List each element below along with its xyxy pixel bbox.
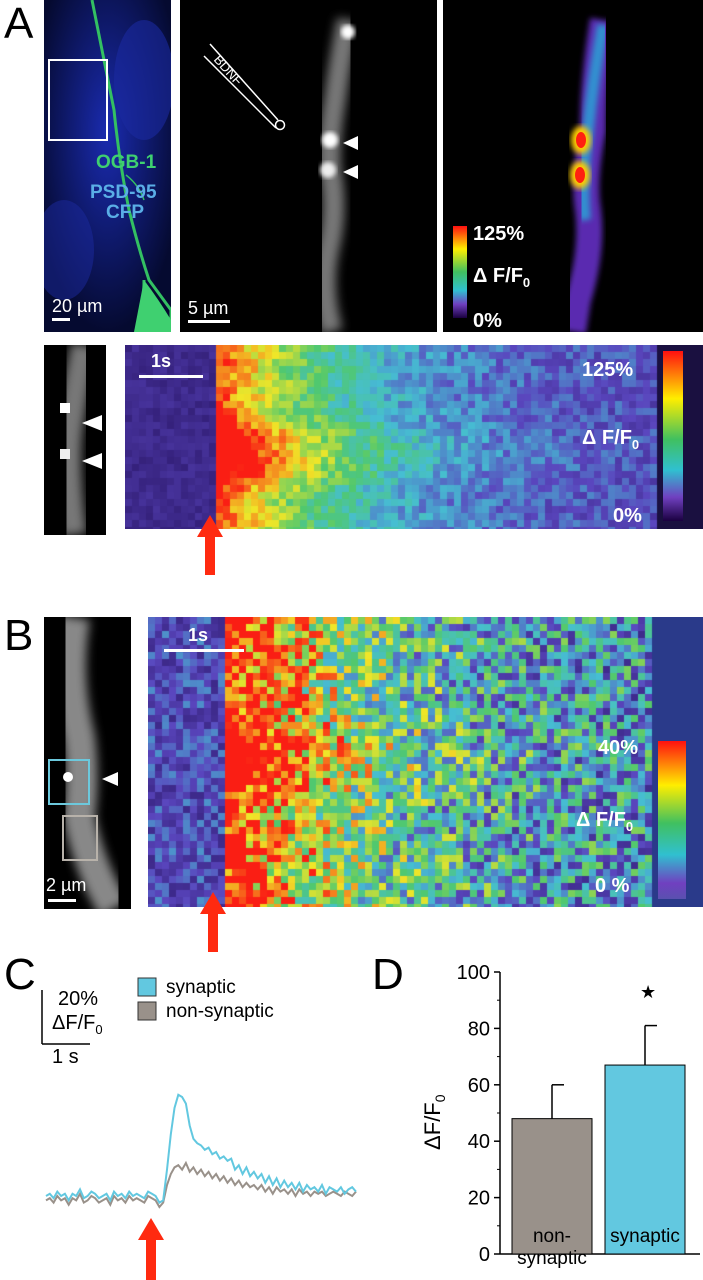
ratio-colorbar bbox=[453, 226, 467, 318]
zoom-dendrite-drawing bbox=[203, 17, 359, 332]
nonsynaptic-roi-box bbox=[62, 815, 98, 861]
stimulus-arrow-a bbox=[197, 515, 223, 575]
trace-non-synaptic bbox=[45, 1160, 357, 1209]
legend-swatch-0 bbox=[137, 977, 157, 997]
label-psd95: PSD-95 bbox=[90, 182, 157, 203]
trace-scale-y-unit: ΔF/F0 bbox=[52, 1012, 103, 1037]
trace-chart: synaptic non-synaptic bbox=[41, 977, 357, 1209]
bar-chart-axis: 0 20 40 60 80 100 bbox=[457, 962, 700, 1266]
kymo-b-cbar-max: 40% bbox=[598, 737, 639, 759]
trace-scale-y-label: 20% bbox=[58, 988, 99, 1010]
kymo-a-time-label: 1s bbox=[151, 351, 172, 371]
kymograph-b-canvas bbox=[148, 617, 703, 907]
legend-label-0: synaptic bbox=[166, 977, 236, 998]
significance-star: ★ bbox=[640, 982, 657, 1002]
scale-label-5um: 5 µm bbox=[188, 298, 229, 318]
trace-synaptic bbox=[45, 1093, 357, 1204]
scale-label-2um: 2 µm bbox=[46, 875, 87, 895]
bar-chart-bars bbox=[511, 1024, 686, 1255]
kymo-a-cbar-mid-sub: 0 bbox=[631, 437, 640, 452]
category-label-0: non- synaptic bbox=[517, 1226, 587, 1269]
kymo-a-cbar-mid-text: Δ F/F bbox=[582, 427, 632, 449]
y-tick-label: 60 bbox=[468, 1075, 490, 1097]
kymograph-a: 1s 125% Δ F/F0 0% bbox=[125, 345, 703, 529]
ratio-dendrite-drawing bbox=[453, 17, 616, 332]
kymograph-b: 1s 40% Δ F/F0 0 % bbox=[148, 617, 703, 907]
kymo-b-cbar-mid-sub: 0 bbox=[625, 819, 634, 834]
scalebar-2um bbox=[48, 899, 76, 902]
bar-chart-ylabel-text: ΔF/F bbox=[419, 1102, 445, 1150]
kymo-a-cbar-mid: Δ F/F0 bbox=[582, 427, 639, 452]
bar-chart: 0 20 40 60 80 100 bbox=[457, 962, 700, 1266]
y-tick-label: 40 bbox=[468, 1131, 490, 1153]
kymo-b-cbar-min: 0 % bbox=[595, 875, 630, 897]
kymo-b-cbar-mid-text: Δ F/F bbox=[576, 809, 626, 831]
overview-neuron-drawing bbox=[44, 0, 171, 332]
legend-label-1: non-synaptic bbox=[166, 1001, 274, 1022]
bdnf-pipette-icon bbox=[203, 43, 286, 131]
panel-letter-a: A bbox=[4, 0, 34, 48]
dendrite-strip-a-drawing bbox=[55, 345, 102, 535]
ratio-cbar-max: 125% bbox=[473, 223, 525, 245]
kymo-a-cbar-max: 125% bbox=[582, 359, 634, 381]
label-ogb1: OGB-1 bbox=[96, 152, 157, 173]
kymo-b-time-label: 1s bbox=[188, 625, 209, 645]
category-label-1: synaptic bbox=[610, 1226, 680, 1247]
y-tick-label: 20 bbox=[468, 1188, 490, 1210]
trace-scale-x-label: 1 s bbox=[52, 1046, 79, 1068]
bar-chart-ylabel-sub: 0 bbox=[432, 1094, 449, 1103]
ratio-cbar-mid: Δ F/F0 bbox=[473, 265, 530, 290]
scalebar-5um bbox=[188, 320, 230, 323]
kymo-a-cbar-min: 0% bbox=[613, 505, 642, 527]
bar-0 bbox=[511, 1118, 593, 1255]
ratio-cbar-min: 0% bbox=[473, 310, 502, 332]
stimulus-arrow-c bbox=[138, 1218, 164, 1280]
stimulus-arrow-b bbox=[200, 892, 226, 952]
scalebar-20um bbox=[52, 318, 70, 321]
zoom-image: BDNF 5 µm bbox=[180, 0, 437, 332]
trace-scalebar bbox=[41, 990, 90, 1045]
trace-legend: synaptic non-synaptic bbox=[137, 977, 274, 1022]
kymo-a-colorbar bbox=[663, 351, 683, 521]
bar-1 bbox=[604, 1064, 686, 1255]
trace-scale-y-unit-text: ΔF/F bbox=[52, 1012, 96, 1034]
synaptic-roi-box bbox=[48, 759, 90, 805]
zoom-region-box bbox=[48, 59, 108, 141]
kymo-b-colorbar bbox=[658, 741, 686, 899]
legend-swatch-1 bbox=[137, 1001, 157, 1021]
label-cfp: CFP bbox=[106, 202, 144, 223]
dendrite-b-drawing bbox=[54, 617, 128, 909]
kymo-b-cbar-mid: Δ F/F0 bbox=[576, 809, 633, 834]
panel-letter-d: D bbox=[372, 950, 404, 999]
trace-scale-y-unit-sub: 0 bbox=[95, 1022, 103, 1037]
kymo-b-timebar bbox=[164, 649, 244, 652]
trace-lines bbox=[45, 1093, 357, 1209]
bar-chart-ylabel: ΔF/F0 bbox=[420, 1092, 448, 1152]
overview-image: OGB-1 PSD-95 CFP 20 µm bbox=[44, 0, 171, 332]
y-tick-label: 0 bbox=[479, 1244, 490, 1266]
kymo-a-timebar bbox=[139, 375, 203, 378]
scale-label-20um: 20 µm bbox=[52, 296, 103, 316]
dendrite-strip-a bbox=[44, 345, 106, 535]
ratio-cbar-mid-sub: 0 bbox=[522, 275, 531, 290]
ratio-cbar-mid-text: Δ F/F bbox=[473, 265, 523, 287]
ratio-image: 125% Δ F/F0 0% bbox=[443, 0, 703, 332]
kymograph-a-canvas bbox=[125, 345, 703, 529]
panel-letter-b: B bbox=[4, 611, 34, 660]
y-tick-label: 100 bbox=[457, 962, 490, 984]
panel-letter-c: C bbox=[4, 950, 36, 999]
dendrite-image-b: 2 µm bbox=[44, 617, 131, 909]
y-tick-label: 80 bbox=[468, 1018, 490, 1040]
